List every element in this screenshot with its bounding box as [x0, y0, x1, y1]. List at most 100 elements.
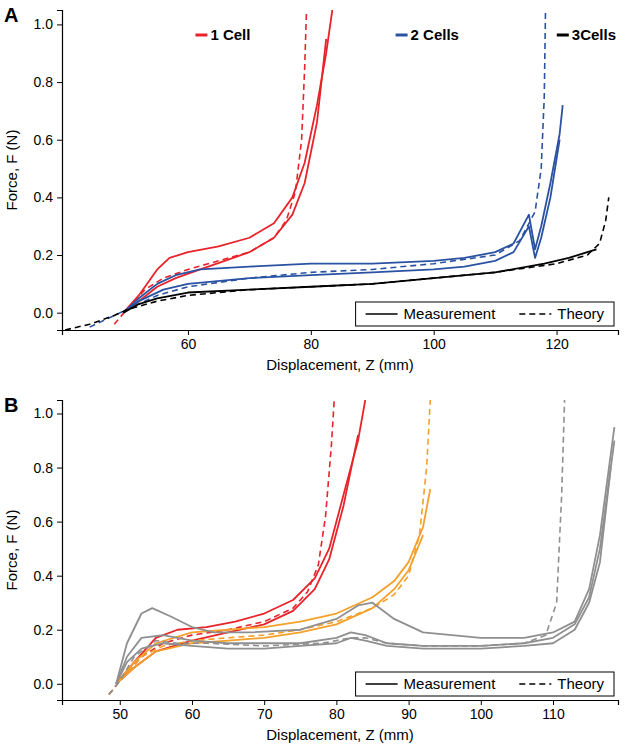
x-tick: 60 [181, 330, 197, 352]
x-tick: 50 [112, 700, 128, 722]
y-tick-label: 0.4 [34, 189, 54, 205]
y-axis-line [57, 401, 63, 701]
legend-swatch [366, 683, 398, 685]
legend-label: 3Cells [572, 26, 616, 43]
x-tick-mark [311, 330, 312, 335]
theory-line [90, 10, 546, 327]
legend-item: 1 Cell [195, 26, 250, 43]
legend-label: Measurement [404, 675, 497, 692]
plot-area [65, 10, 609, 330]
y-tick-label: 1.0 [34, 16, 54, 32]
x-tick-label: 60 [181, 336, 197, 352]
x-tick-mark [192, 700, 193, 705]
theory-line [109, 400, 565, 695]
legend-swatch [366, 313, 398, 315]
measurement-line [123, 105, 562, 313]
legend-box [356, 672, 614, 696]
x-tick-mark [120, 700, 121, 705]
legend-label: Theory [557, 675, 604, 692]
y-tick: 0.2 [34, 622, 62, 638]
x-tick: 110 [542, 700, 565, 722]
measurement-line [116, 441, 614, 684]
y-tick-mark [57, 684, 62, 685]
y-tick-label: 0.2 [34, 622, 54, 638]
x-tick-mark [264, 700, 265, 705]
y-tick: 0.4 [34, 189, 62, 205]
y-tick-label: 0.4 [34, 568, 54, 584]
x-tick-mark [553, 700, 554, 705]
y-axis: 0.0 0.2 0.4 0.6 0.8 1.0 [34, 401, 63, 701]
y-tick-label: 0.6 [34, 132, 54, 148]
y-tick-label: 0.0 [34, 305, 54, 321]
x-tick-label: 60 [185, 706, 201, 722]
y-tick: 0.6 [34, 514, 62, 530]
panel-letter: B [4, 394, 18, 416]
measurement-line [123, 39, 326, 313]
x-tick-mark [481, 700, 482, 705]
x-tick: 80 [329, 700, 345, 722]
y-tick-mark [57, 576, 62, 577]
x-axis: 50 60 70 80 90 100 110 [63, 700, 619, 722]
x-tick: 90 [401, 700, 417, 722]
y-tick: 0.2 [34, 247, 62, 263]
y-tick: 0.6 [34, 132, 62, 148]
y-tick-mark [57, 522, 62, 523]
y-axis-line [57, 11, 63, 331]
y-tick-label: 0.2 [34, 247, 54, 263]
legend-label: 1 Cell [210, 26, 250, 43]
x-tick-mark [557, 330, 558, 335]
y-axis-title: Force, F (N) [3, 510, 20, 591]
y-tick: 0.0 [34, 676, 62, 692]
y-tick-mark [57, 24, 62, 25]
y-tick-mark [57, 630, 62, 631]
x-tick-mark [434, 330, 435, 335]
y-tick: 1.0 [34, 16, 62, 32]
x-tick: 100 [470, 700, 494, 722]
panel: 50607080901001100.00.20.40.60.81.0Displa… [3, 394, 619, 743]
x-tick-mark [336, 700, 337, 705]
y-tick-mark [57, 197, 62, 198]
y-tick-label: 0.6 [34, 514, 54, 530]
x-tick-label: 120 [545, 336, 569, 352]
y-tick: 0.8 [34, 74, 62, 90]
y-tick-mark [57, 140, 62, 141]
y-axis: 0.0 0.2 0.4 0.6 0.8 1.0 [34, 11, 63, 331]
x-tick-label: 80 [329, 706, 345, 722]
x-tick-mark [409, 700, 410, 705]
x-tick-label: 100 [470, 706, 494, 722]
measurement-line [116, 535, 423, 684]
plot-area [109, 400, 614, 695]
x-tick: 120 [545, 330, 569, 352]
legend: MeasurementTheory [356, 302, 614, 326]
measurement-line [116, 427, 614, 684]
x-tick-label: 100 [423, 336, 447, 352]
legend-swatch [396, 34, 408, 37]
panel: 60801001200.00.20.40.60.81.0Displacement… [3, 4, 619, 373]
legend-label: Measurement [404, 305, 497, 322]
theory-line [109, 400, 334, 695]
x-tick: 100 [423, 330, 447, 352]
x-axis-line [63, 331, 619, 336]
y-tick-label: 0.8 [34, 460, 54, 476]
measurement-line [123, 140, 559, 313]
y-tick-mark [57, 255, 62, 256]
x-tick-label: 110 [542, 706, 565, 722]
y-tick: 0.8 [34, 460, 62, 476]
x-tick-label: 50 [112, 706, 128, 722]
panel-letter: A [4, 4, 18, 26]
y-tick-mark [57, 468, 62, 469]
legend-item: 2 Cells [396, 26, 459, 43]
y-tick-label: 0.0 [34, 676, 54, 692]
legend-label: 2 Cells [411, 26, 459, 43]
y-tick-label: 1.0 [34, 405, 54, 421]
figure: 60801001200.00.20.40.60.81.0Displacement… [0, 0, 628, 755]
y-tick-mark [57, 313, 62, 314]
x-tick: 80 [304, 330, 320, 352]
legend-swatch [557, 34, 569, 37]
measurement-line [116, 400, 365, 684]
y-tick: 0.4 [34, 568, 62, 584]
x-tick-label: 80 [304, 336, 320, 352]
y-axis-title: Force, F (N) [3, 130, 20, 211]
legend: Measurement Theory [356, 672, 614, 696]
x-tick-label: 70 [257, 706, 273, 722]
